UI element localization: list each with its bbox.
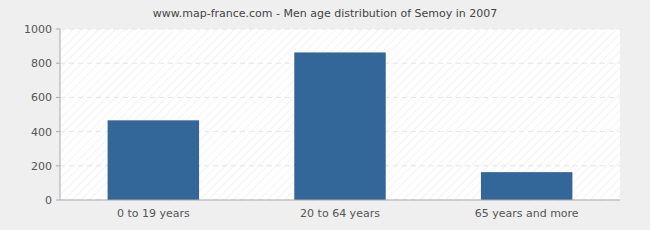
x-tick-label: 20 to 64 years — [300, 207, 380, 220]
grid-line — [60, 29, 620, 30]
y-tick-label: 400 — [31, 126, 52, 139]
grid-line — [60, 200, 620, 201]
y-tick — [56, 63, 60, 64]
y-tick-label: 0 — [45, 194, 52, 207]
y-tick — [56, 29, 60, 30]
y-axis — [60, 29, 61, 200]
y-tick — [56, 165, 60, 166]
x-axis — [60, 200, 620, 201]
y-tick-label: 1000 — [24, 23, 52, 36]
bar — [294, 52, 385, 200]
y-tick-label: 800 — [31, 57, 52, 70]
title: www.map-france.com - Men age distributio… — [153, 7, 497, 20]
plot-area — [60, 29, 620, 200]
bar — [481, 172, 572, 200]
x-tick-label: 65 years and more — [475, 207, 579, 220]
bar — [108, 120, 199, 200]
y-tick-label: 600 — [31, 91, 52, 104]
chart: 0 200 400 600 800 1000 0 to 19 years 20 to 64 y… — [0, 0, 650, 230]
y-tick — [56, 131, 60, 132]
y-tick — [56, 200, 60, 201]
y-tick-label: 200 — [31, 160, 52, 173]
x-tick-label: 0 to 19 years — [117, 207, 190, 220]
y-tick — [56, 97, 60, 98]
background — [0, 0, 650, 230]
bars — [108, 52, 573, 200]
